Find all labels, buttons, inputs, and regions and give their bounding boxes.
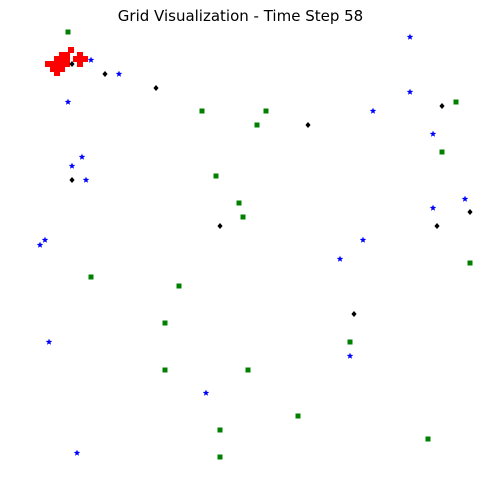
blue-star-marker <box>429 204 437 211</box>
cluster-cell <box>50 61 56 67</box>
blue-star-marker <box>369 107 377 114</box>
cluster-cell <box>82 56 88 62</box>
chart-title: Grid Visualization - Time Step 58 <box>117 7 364 25</box>
blue-star-marker <box>73 449 81 456</box>
green-square-marker <box>245 367 251 373</box>
green-square-marker <box>217 427 223 433</box>
black-diamond-marker <box>351 311 357 317</box>
cluster-cell <box>59 61 65 67</box>
cluster-cell <box>64 52 70 58</box>
blue-star-marker <box>406 88 414 95</box>
cluster-cell <box>59 56 65 62</box>
black-diamond-marker <box>153 85 159 91</box>
green-square-marker <box>467 260 473 266</box>
cluster-cell <box>59 66 65 72</box>
green-square-group <box>65 29 473 460</box>
blue-star-marker <box>68 162 76 169</box>
black-diamond-marker <box>69 61 75 67</box>
blue-star-marker <box>64 98 72 105</box>
blue-star-marker <box>336 255 344 262</box>
cluster-cell <box>54 70 60 76</box>
green-square-marker <box>240 214 246 220</box>
green-square-marker <box>439 149 445 155</box>
green-square-marker <box>263 108 269 114</box>
blue-star-marker <box>87 56 95 63</box>
black-diamond-marker <box>434 223 440 229</box>
green-square-marker <box>176 283 182 289</box>
blue-star-marker <box>346 352 354 359</box>
blue-star-marker <box>78 153 86 160</box>
green-square-marker <box>295 413 301 419</box>
green-square-marker <box>236 200 242 206</box>
cluster-cell <box>77 52 83 58</box>
cluster-cell <box>64 56 70 62</box>
blue-star-group <box>36 33 469 456</box>
cluster-cell <box>73 56 79 62</box>
black-diamond-marker <box>102 71 108 77</box>
green-square-marker <box>213 173 219 179</box>
red-cluster-group <box>45 47 88 76</box>
green-square-marker <box>453 99 459 105</box>
green-square-marker <box>425 436 431 442</box>
cluster-cell <box>54 56 60 62</box>
blue-star-marker <box>115 70 123 77</box>
blue-star-marker <box>359 236 367 243</box>
black-diamond-marker <box>69 177 75 183</box>
blue-star-marker <box>202 389 210 396</box>
green-square-marker <box>162 367 168 373</box>
black-diamond-group <box>69 61 473 317</box>
cluster-cell <box>54 66 60 72</box>
green-square-marker <box>88 274 94 280</box>
cluster-cell <box>54 61 60 67</box>
black-diamond-marker <box>217 223 223 229</box>
cluster-cell <box>77 61 83 67</box>
blue-star-marker <box>461 195 469 202</box>
cluster-cell <box>68 47 74 53</box>
green-square-marker <box>347 339 353 345</box>
cluster-cell <box>50 66 56 72</box>
black-diamond-marker <box>467 209 473 215</box>
blue-star-marker <box>36 241 44 248</box>
black-diamond-marker <box>305 122 311 128</box>
green-square-marker <box>162 320 168 326</box>
green-square-marker <box>254 122 260 128</box>
cluster-cell <box>45 61 51 67</box>
cluster-cell <box>77 56 83 62</box>
green-square-marker <box>217 454 223 460</box>
blue-star-marker <box>429 130 437 137</box>
cluster-cell <box>64 61 70 67</box>
blue-star-marker <box>41 236 49 243</box>
black-diamond-marker <box>439 103 445 109</box>
blue-star-marker <box>82 176 90 183</box>
blue-star-marker <box>406 33 414 40</box>
cluster-cell <box>59 52 65 58</box>
green-square-marker <box>199 108 205 114</box>
green-square-marker <box>65 29 71 35</box>
blue-star-marker <box>45 338 53 345</box>
